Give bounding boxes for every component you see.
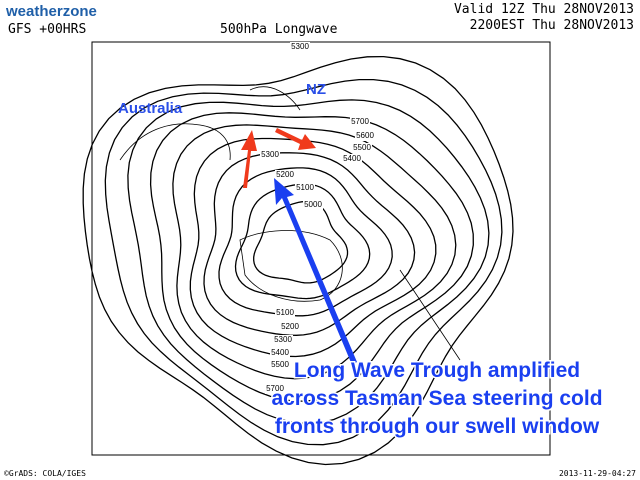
- contour-label: 5400: [343, 154, 361, 163]
- contours: 5300570056005500540053005200510050005100…: [82, 42, 514, 466]
- label-background: [265, 384, 285, 394]
- label-background: [273, 335, 293, 345]
- annotation-line: fronts through our swell window: [275, 415, 600, 438]
- label-background: [350, 117, 370, 127]
- label-background: [295, 183, 315, 193]
- contour-label: 5700: [351, 117, 369, 126]
- label-background: [290, 42, 310, 52]
- red-arrow: [241, 130, 257, 188]
- label-background: [275, 170, 295, 180]
- contour-label: 5500: [271, 360, 289, 369]
- label-background: [303, 200, 323, 210]
- label-background: [352, 143, 372, 153]
- blue-arrow: [274, 178, 357, 365]
- contour-label: 5000: [304, 200, 322, 209]
- annotation: Long Wave Trough amplified across Tasman …: [270, 358, 604, 440]
- contour-line: [203, 152, 416, 336]
- contour-label: 5200: [276, 170, 294, 179]
- annotation-line: across Tasman Sea steering cold: [271, 387, 602, 410]
- timestamp: 2013-11-29-04:27: [559, 469, 636, 478]
- logo: weatherzone: [5, 3, 97, 20]
- contour-label: 5400: [271, 348, 289, 357]
- contour-line: [234, 183, 371, 300]
- credit: ©GrADS: COLA/IGES: [4, 469, 86, 478]
- contour-label: 5100: [296, 183, 314, 192]
- contour-label: 5300: [261, 150, 279, 159]
- label-background: [270, 360, 290, 370]
- contour-label: 5600: [356, 131, 374, 140]
- contour-line: [172, 124, 457, 380]
- contour-label: 5700: [266, 384, 284, 393]
- label-background: [342, 154, 362, 164]
- nz-label: NZ: [306, 81, 326, 98]
- australia-label: Australia: [118, 100, 183, 117]
- label-background: [270, 348, 290, 358]
- label-background: [280, 322, 300, 332]
- red-arrow: [275, 128, 316, 150]
- contour-line: [127, 99, 490, 425]
- contour-label: 5200: [281, 322, 299, 331]
- contour-label: 5100: [276, 308, 294, 317]
- label-background: [355, 131, 375, 141]
- valid-time: Valid 12Z Thu 28NOV2013: [454, 2, 634, 17]
- label-background: [260, 150, 280, 160]
- map-title: 500hPa Longwave: [220, 22, 338, 37]
- map-frame: [91, 41, 551, 456]
- contour-label: 5300: [274, 335, 292, 344]
- contour-line: [218, 167, 393, 317]
- contour-label: 5500: [353, 143, 371, 152]
- contour-line: [104, 78, 503, 446]
- contour-line: [149, 112, 474, 402]
- annotation-line: Long Wave Trough amplified: [294, 359, 580, 382]
- contour-label: 5300: [291, 42, 309, 51]
- label-background: [275, 308, 295, 318]
- local-time: 2200EST Thu 28NOV2013: [470, 18, 634, 33]
- contour-line: [82, 55, 514, 466]
- coastline: [119, 86, 461, 361]
- model-run: GFS +00HRS: [8, 22, 86, 37]
